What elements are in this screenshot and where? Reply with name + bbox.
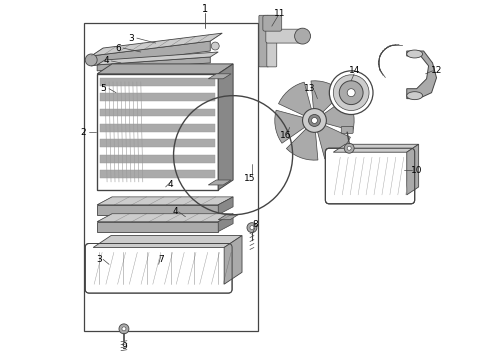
Circle shape [250, 226, 254, 230]
Polygon shape [97, 52, 218, 65]
Text: 5: 5 [100, 84, 106, 93]
Circle shape [211, 42, 219, 50]
FancyBboxPatch shape [263, 15, 282, 31]
Polygon shape [100, 170, 215, 178]
Text: 6: 6 [115, 44, 121, 53]
Text: 3: 3 [96, 255, 102, 264]
Text: 14: 14 [348, 66, 360, 75]
Polygon shape [100, 109, 215, 117]
Polygon shape [97, 64, 233, 74]
Circle shape [339, 81, 363, 105]
Polygon shape [317, 125, 350, 159]
Text: 12: 12 [431, 66, 442, 75]
Circle shape [119, 324, 129, 334]
Polygon shape [224, 235, 242, 284]
Polygon shape [218, 215, 238, 220]
Circle shape [122, 327, 126, 331]
Polygon shape [97, 214, 233, 222]
FancyBboxPatch shape [341, 126, 353, 133]
Ellipse shape [407, 92, 422, 100]
Text: 16: 16 [280, 131, 292, 140]
Circle shape [329, 71, 373, 114]
Polygon shape [208, 74, 231, 79]
Circle shape [309, 114, 320, 126]
Polygon shape [100, 78, 215, 86]
Text: 15: 15 [244, 174, 256, 183]
Polygon shape [97, 74, 218, 190]
Polygon shape [407, 51, 437, 99]
Polygon shape [322, 98, 354, 131]
Polygon shape [407, 144, 418, 195]
FancyBboxPatch shape [325, 148, 415, 204]
Circle shape [302, 109, 326, 132]
Circle shape [312, 117, 318, 123]
Polygon shape [311, 81, 343, 113]
Polygon shape [91, 33, 222, 56]
Text: 9: 9 [121, 342, 127, 351]
Text: 2: 2 [80, 128, 86, 137]
Circle shape [247, 223, 257, 233]
Text: 1: 1 [202, 4, 208, 14]
Polygon shape [97, 222, 218, 231]
Text: 10: 10 [411, 166, 422, 175]
FancyBboxPatch shape [267, 15, 277, 67]
FancyBboxPatch shape [266, 29, 305, 43]
Circle shape [333, 75, 369, 111]
Polygon shape [97, 197, 233, 205]
Text: 13: 13 [304, 84, 315, 93]
Circle shape [347, 146, 351, 150]
Circle shape [344, 143, 354, 153]
Text: 4: 4 [168, 180, 173, 189]
Text: 4: 4 [103, 57, 109, 66]
Polygon shape [100, 93, 215, 101]
FancyBboxPatch shape [85, 243, 232, 293]
Circle shape [294, 28, 311, 44]
Bar [84, 23, 258, 331]
Polygon shape [100, 155, 215, 163]
Text: 8: 8 [252, 220, 258, 229]
Polygon shape [218, 64, 233, 190]
Polygon shape [275, 110, 306, 143]
Ellipse shape [407, 50, 422, 58]
Polygon shape [97, 57, 210, 71]
Polygon shape [333, 144, 418, 152]
Polygon shape [91, 41, 210, 66]
Polygon shape [218, 197, 233, 215]
Text: 3: 3 [128, 33, 134, 42]
FancyBboxPatch shape [259, 15, 269, 67]
Circle shape [347, 89, 355, 96]
Polygon shape [218, 214, 233, 231]
Polygon shape [286, 127, 318, 160]
Text: 11: 11 [274, 9, 286, 18]
Polygon shape [100, 124, 215, 132]
Polygon shape [278, 82, 312, 116]
Circle shape [85, 54, 97, 66]
Text: 7: 7 [158, 255, 164, 264]
Polygon shape [208, 180, 231, 185]
Polygon shape [93, 235, 242, 247]
Text: 4: 4 [173, 207, 178, 216]
Polygon shape [100, 139, 215, 147]
Polygon shape [97, 205, 218, 215]
